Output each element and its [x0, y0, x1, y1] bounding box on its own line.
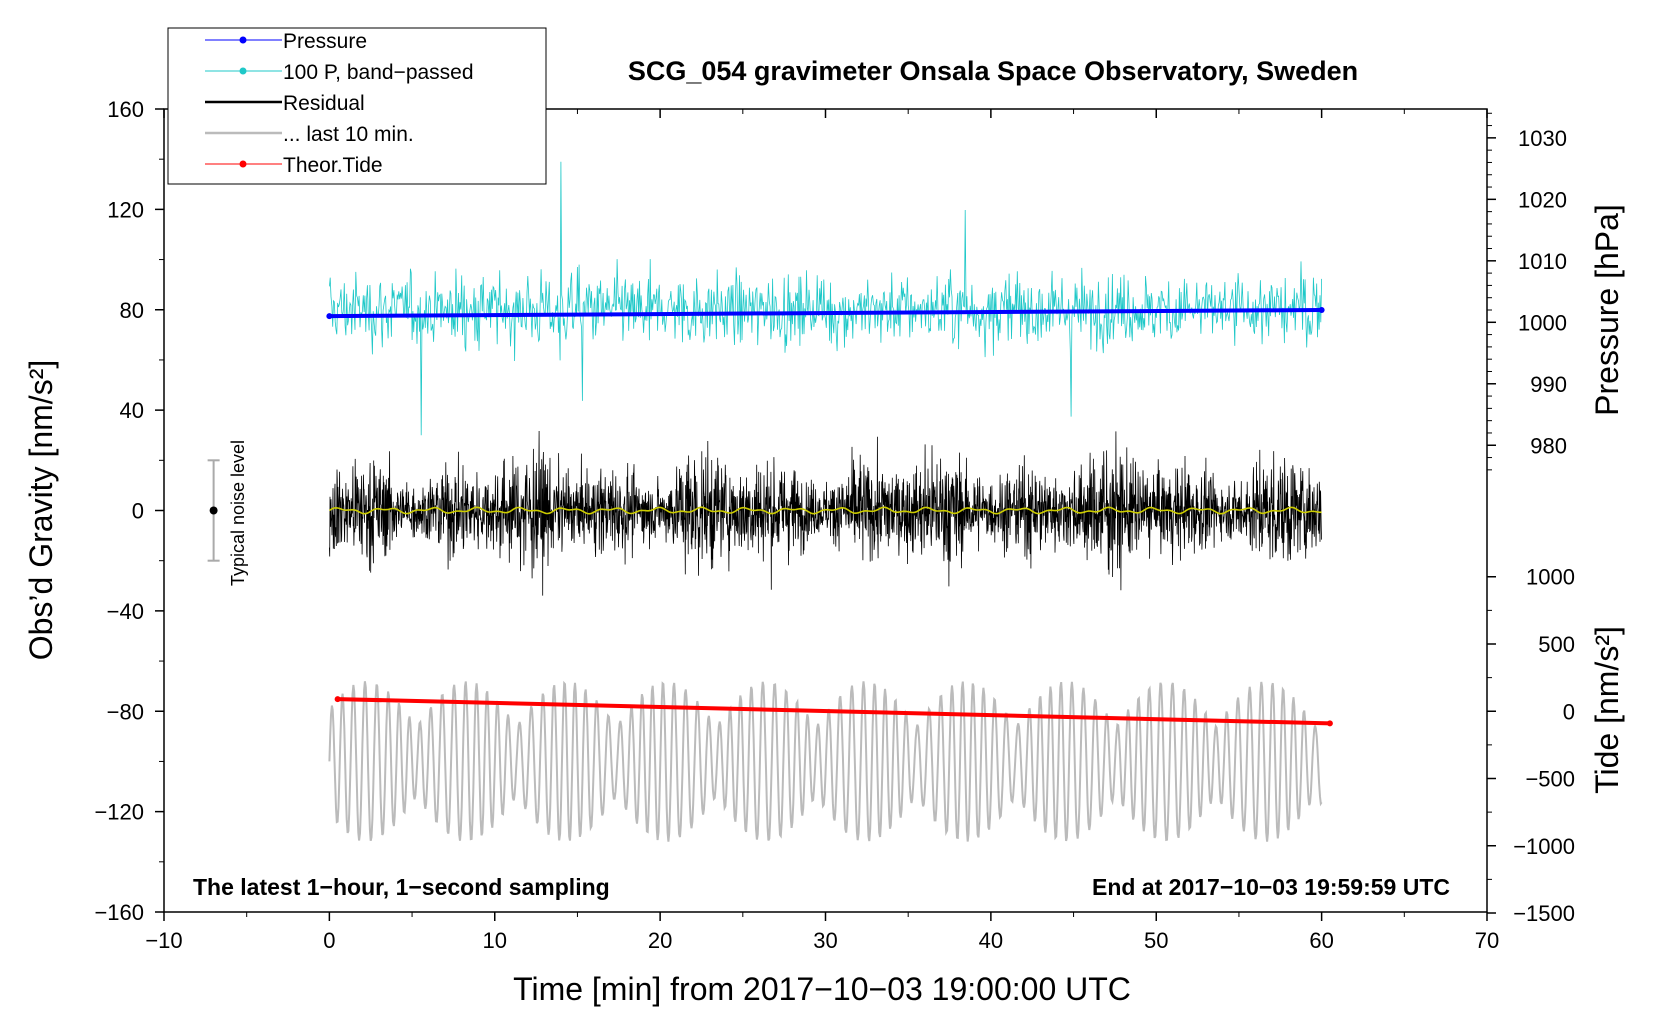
legend-label-pressure: Pressure — [283, 30, 367, 53]
legend-label-residual: Residual — [283, 92, 365, 115]
y-left-tick-label: 40 — [120, 398, 144, 423]
y-left-tick-label: 160 — [107, 97, 144, 122]
chart-title: SCG_054 gravimeter Onsala Space Observat… — [628, 56, 1358, 86]
pressure-tick-label: 980 — [1530, 433, 1567, 458]
series-bandpassed-line — [329, 161, 1322, 436]
series-pressure-line — [329, 308, 1322, 319]
x-tick-label: 70 — [1475, 928, 1499, 953]
tide-tick-label: 500 — [1538, 632, 1575, 657]
tide-tick-label: 0 — [1563, 699, 1575, 724]
series-tide-line — [337, 697, 1330, 726]
legend-item-residual: Residual — [205, 92, 365, 115]
legend-marker-tide — [239, 160, 247, 168]
pressure-tick-label: 990 — [1530, 372, 1567, 397]
y-left-tick-label: −160 — [94, 900, 144, 925]
pressure-tick-label: 1020 — [1518, 187, 1567, 212]
pressure-tick-label: 1010 — [1518, 249, 1567, 274]
legend-item-bandpassed: 100 P, band−passed — [205, 61, 474, 84]
pressure-point — [326, 313, 333, 320]
legend-box — [167, 27, 547, 185]
x-tick-label: 0 — [323, 928, 335, 953]
tide-point — [1326, 720, 1333, 727]
x-tick-label: 20 — [648, 928, 672, 953]
pressure-tick-label: 1000 — [1518, 310, 1567, 335]
y-axis-title-left: Obs’d Gravity [nm/s²] — [23, 360, 59, 661]
series-last10-line — [328, 680, 1323, 842]
tide-tick-label: 1000 — [1526, 565, 1575, 590]
pressure-point — [1318, 307, 1325, 314]
x-tick-label: 10 — [483, 928, 507, 953]
noise-center-dot — [209, 506, 218, 515]
legend-item-pressure: Pressure — [205, 30, 367, 53]
pressure-tick-label: 1030 — [1518, 126, 1567, 151]
legend-marker-bandpassed — [239, 67, 247, 75]
x-axis-title: Time [min] from 2017−10−03 19:00:00 UTC — [513, 971, 1131, 1007]
annotation-end-time: End at 2017−10−03 19:59:59 UTC — [1092, 874, 1450, 900]
x-tick-label: 40 — [979, 928, 1003, 953]
x-tick-label: −10 — [145, 928, 182, 953]
legend-item-tide: Theor.Tide — [205, 154, 383, 177]
annotation-sampling: The latest 1−hour, 1−second sampling — [193, 874, 610, 900]
tide-tick-label: −1000 — [1513, 834, 1575, 859]
legend-label-bandpassed: 100 P, band−passed — [283, 61, 474, 84]
series-residual-line — [329, 430, 1322, 596]
series-layer — [326, 161, 1333, 842]
x-tick-label: 60 — [1309, 928, 1333, 953]
legend: Pressure 100 P, band−passed Residual ...… — [167, 27, 547, 185]
y-axis-title-tide: Tide [nm/s²] — [1589, 626, 1625, 794]
series-residual-smooth-line — [328, 506, 1322, 515]
y-left-tick-label: 120 — [107, 197, 144, 222]
noise-label: Typical noise level — [228, 440, 248, 586]
x-tick-label: 30 — [813, 928, 837, 953]
tide-point — [334, 696, 341, 703]
legend-label-tide: Theor.Tide — [283, 154, 383, 177]
legend-marker-pressure — [239, 36, 247, 44]
y-left-tick-label: −40 — [107, 599, 144, 624]
y-left-tick-label: −120 — [94, 800, 144, 825]
x-tick-label: 50 — [1144, 928, 1168, 953]
legend-item-last10: ... last 10 min. — [205, 123, 414, 146]
y-left-tick-label: 80 — [120, 298, 144, 323]
y-axis-title-pressure: Pressure [hPa] — [1589, 204, 1625, 416]
y-left-tick-label: 0 — [132, 499, 144, 524]
y-left-tick-label: −80 — [107, 699, 144, 724]
legend-label-last10: ... last 10 min. — [283, 123, 414, 146]
noise-level-marker: Typical noise level — [207, 440, 248, 586]
tide-tick-label: −500 — [1525, 767, 1575, 792]
tide-tick-label: −1500 — [1513, 901, 1575, 926]
ticks-layer: −10 0 10 20 30 40 50 60 7016012080400−40−80−120−… — [94, 97, 1575, 953]
